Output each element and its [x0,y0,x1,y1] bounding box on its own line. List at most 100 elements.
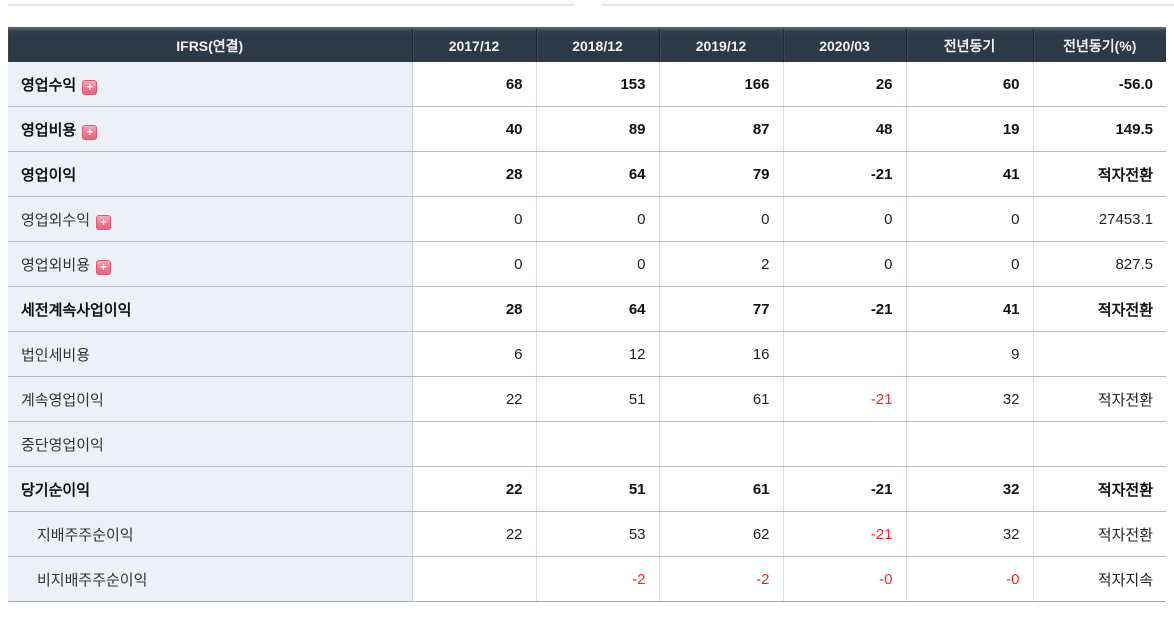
cell-value: 적자전환 [1033,376,1166,422]
row-label-text: 영업수익 [21,76,77,94]
expand-plus-icon[interactable]: + [96,259,112,275]
row-label-text: 중단영업이익 [21,436,104,454]
cell-value: -21 [783,376,907,422]
cell-value: 적자전환 [1033,151,1166,197]
cell-value [412,556,537,602]
table-row: 계속영업이익 22 51 61 -21 32 적자전환 [8,376,1166,422]
cell-value: 적자전환 [1033,466,1166,512]
cell-value: 0 [906,196,1034,242]
table-row: 지배주주순이익 22 53 62 -21 32 적자전환 [8,511,1166,557]
cell-value: 0 [536,196,660,242]
cell-value: 0 [536,241,660,287]
cell-value: -21 [783,511,907,557]
cell-value: 2 [659,241,784,287]
cell-value: 적자전환 [1033,286,1166,332]
cell-value: 0 [783,241,907,287]
cell-value: 16 [659,331,784,377]
cell-value: 51 [536,466,660,512]
cell-value [906,421,1034,467]
cell-value: -0 [783,556,907,602]
cell-value: 22 [412,511,537,557]
cell-value: 166 [659,62,784,107]
row-label-text: 지배주주순이익 [37,526,134,544]
cell-value: 19 [906,106,1034,152]
cell-value: 26 [783,62,907,107]
cell-value: 153 [536,62,660,107]
row-label-text: 법인세비용 [21,346,91,364]
cell-value: 0 [412,196,537,242]
row-label-text: 영업비용 [21,121,77,139]
row-label-text: 계속영업이익 [21,391,104,409]
cell-value: 79 [659,151,784,197]
cell-value: 32 [906,511,1034,557]
top-divider-left [8,4,575,6]
cell-value: 9 [906,331,1034,377]
cell-value [412,421,537,467]
expand-plus-icon[interactable]: + [82,79,98,95]
row-label: 영업이익 [8,151,413,197]
cell-value: 87 [659,106,784,152]
row-label: 지배주주순이익 [8,511,413,557]
cell-value: 40 [412,106,537,152]
row-label: 비지배주주순이익 [8,556,413,602]
cell-value: 62 [659,511,784,557]
table-row: 비지배주주순이익 -2 -2 -0 -0 적자지속 [8,556,1166,602]
cell-value: 6 [412,331,537,377]
cell-value: 27453.1 [1033,196,1166,242]
cell-value: 0 [412,241,537,287]
cell-value: 0 [906,241,1034,287]
table-row: 영업외수익 +0 0 0 0 0 27453.1 [8,196,1166,242]
column-header-6: 전년동기(%) [1032,27,1166,62]
cell-value [1033,331,1166,377]
table-row: 법인세비용 6 12 16 9 [8,331,1166,377]
cell-value: 64 [536,151,660,197]
cell-value: 60 [906,62,1034,107]
cell-value: -2 [659,556,784,602]
row-label-text: 당기순이익 [21,481,91,499]
row-label: 법인세비용 [8,331,413,377]
table-row: 세전계속사업이익 28 64 77 -21 41 적자전환 [8,286,1166,332]
row-label: 영업수익 + [8,62,413,107]
table-row: 영업이익 28 64 79 -21 41 적자전환 [8,151,1166,197]
cell-value [659,421,784,467]
cell-value: 68 [412,62,537,107]
cell-value: 22 [412,376,537,422]
expand-plus-icon[interactable]: + [96,214,112,230]
cell-value: -21 [783,286,907,332]
cell-value: 28 [412,286,537,332]
column-header-4: 2020/03 [782,27,906,62]
row-label: 영업외수익 + [8,196,413,242]
column-header-5: 전년동기 [905,27,1033,62]
row-label: 영업외비용 + [8,241,413,287]
row-label-text: 세전계속사업이익 [21,301,132,319]
cell-value: 적자지속 [1033,556,1166,602]
table-row: 영업외비용 +0 0 2 0 0 827.5 [8,241,1166,287]
cell-value: 53 [536,511,660,557]
cell-value [783,421,907,467]
expand-plus-icon[interactable]: + [82,124,98,140]
cell-value [536,421,660,467]
cell-value: -56.0 [1033,62,1166,107]
cell-value: 89 [536,106,660,152]
cell-value: 0 [659,196,784,242]
row-label: 중단영업이익 [8,421,413,467]
cell-value: -21 [783,151,907,197]
cell-value: -0 [906,556,1034,602]
cell-value: 48 [783,106,907,152]
cell-value: 28 [412,151,537,197]
cell-value: 61 [659,466,784,512]
cell-value [783,331,907,377]
cell-value: -21 [783,466,907,512]
row-label-text: 비지배주주순이익 [37,571,148,589]
cell-value: 32 [906,466,1034,512]
column-header-3: 2019/12 [658,27,783,62]
cell-value: 827.5 [1033,241,1166,287]
cell-value: 51 [536,376,660,422]
row-label-text: 영업이익 [21,166,77,184]
table-row: 영업수익 +68 153 166 26 60 -56.0 [8,62,1166,107]
cell-value: 41 [906,151,1034,197]
row-label-text: 영업외수익 [21,211,91,229]
row-label: 세전계속사업이익 [8,286,413,332]
cell-value: 61 [659,376,784,422]
table-header: IFRS(연결) 2017/12 2018/12 2019/12 2020/03 전년동기… [8,27,1166,62]
